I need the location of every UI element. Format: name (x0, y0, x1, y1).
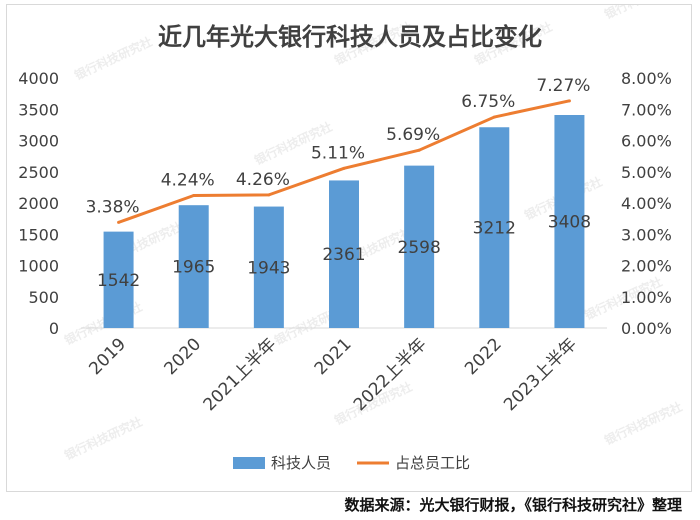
x-axis-tick-label: 2021 (311, 334, 356, 379)
bar (329, 180, 359, 328)
x-axis-tick-label: 2022 (461, 334, 506, 379)
left-axis-tick-label: 4000 (18, 69, 59, 88)
watermark-text: 银行科技研究社 (72, 34, 154, 83)
legend: 科技人员 占总员工比 (233, 454, 470, 472)
left-axis-tick-label: 0 (49, 319, 59, 338)
right-axis-tick-label: 2.00% (621, 257, 672, 276)
right-axis-tick-label: 6.00% (621, 132, 672, 151)
bar-series: 1542 1965 1943 2361 2598 3212 3408 (97, 115, 591, 328)
watermark-text: 银行科技研究社 (602, 5, 684, 22)
x-axis-tick-label: 2023上半年 (500, 334, 581, 415)
line-point (342, 166, 346, 170)
left-axis-tick-label: 3000 (18, 132, 59, 151)
line-data-label: 5.11% (311, 143, 365, 163)
line-point (117, 220, 121, 224)
bar (103, 231, 134, 328)
bar (479, 127, 510, 328)
left-axis-tick-label: 1000 (18, 257, 59, 276)
bar (178, 205, 209, 328)
line-point (192, 194, 196, 197)
line-point (567, 99, 571, 103)
right-axis-tick-label: 4.00% (621, 194, 672, 213)
legend-bar-swatch (233, 457, 265, 469)
source-note: 数据来源：光大银行财报，《银行科技研究社》整理 (344, 496, 682, 514)
bar-data-label: 3212 (473, 219, 516, 239)
bar-data-label: 1965 (172, 258, 215, 278)
line-point (492, 115, 496, 119)
right-axis-tick-label: 8.00% (621, 69, 672, 88)
watermark-text: 银行科技研究社 (602, 399, 684, 448)
right-axis-tick-label: 0.00% (621, 319, 672, 338)
bar (404, 165, 435, 328)
left-axis-tick-label: 2000 (18, 194, 59, 213)
right-axis-tick-label: 5.00% (621, 163, 672, 182)
line-data-label: 5.69% (386, 125, 440, 145)
chart-svg: 银行科技研究社 银行科技研究社银行科技研究社银行科技研究社银行科技研究社银行科技研… (18, 5, 684, 472)
bar-data-label: 3408 (548, 213, 591, 233)
right-axis-tick-label: 3.00% (621, 225, 672, 244)
right-axis-tick-labels: 0.00% 1.00% 2.00% 3.00% 4.00% 5.00% 6.00% 7.00%… (621, 69, 672, 338)
bar-data-label: 2361 (322, 245, 365, 265)
left-axis-tick-labels: 0 500 1000 1500 2000 2500 3000 3500 4000 (18, 69, 59, 338)
line-data-label: 6.75% (461, 92, 515, 112)
bar-data-label: 2598 (398, 238, 441, 258)
left-axis-tick-label: 2500 (18, 163, 59, 182)
line-series: 3.38% 4.24% 4.26% 5.11% 5.69% 6.75% 7.27% (86, 76, 590, 224)
left-axis-tick-label: 500 (28, 288, 59, 307)
line-data-label: 3.38% (86, 197, 140, 217)
bar-data-label: 1542 (97, 271, 140, 291)
line-point (267, 193, 271, 197)
watermark-text: 银行科技研究社 (62, 414, 144, 463)
x-axis-tick-label: 2021上半年 (200, 334, 281, 415)
line-data-label: 4.26% (236, 170, 290, 190)
x-axis-tick-label: 2019 (85, 334, 130, 379)
bar (253, 206, 284, 328)
chart-frame: 银行科技研究社 银行科技研究社 银行科技研究社 银行科技研究社 银行科技研究社 银行科技研… (6, 4, 692, 492)
legend-bar-label: 科技人员 (271, 454, 331, 472)
line-data-label: 4.24% (161, 171, 215, 191)
line-data-label: 7.27% (536, 76, 590, 96)
x-axis-tick-label: 2020 (161, 334, 206, 379)
left-axis-tick-label: 1500 (18, 225, 59, 244)
line-point (417, 148, 421, 152)
bar (554, 115, 585, 328)
right-axis-tick-label: 1.00% (621, 288, 672, 307)
bar-data-label: 1943 (247, 258, 290, 278)
legend-line-label: 占总员工比 (395, 454, 470, 472)
chart-title: 近几年光大银行科技人员及占比变化 (158, 23, 542, 51)
right-axis-tick-label: 7.00% (621, 100, 672, 119)
left-axis-tick-label: 3500 (18, 100, 59, 119)
